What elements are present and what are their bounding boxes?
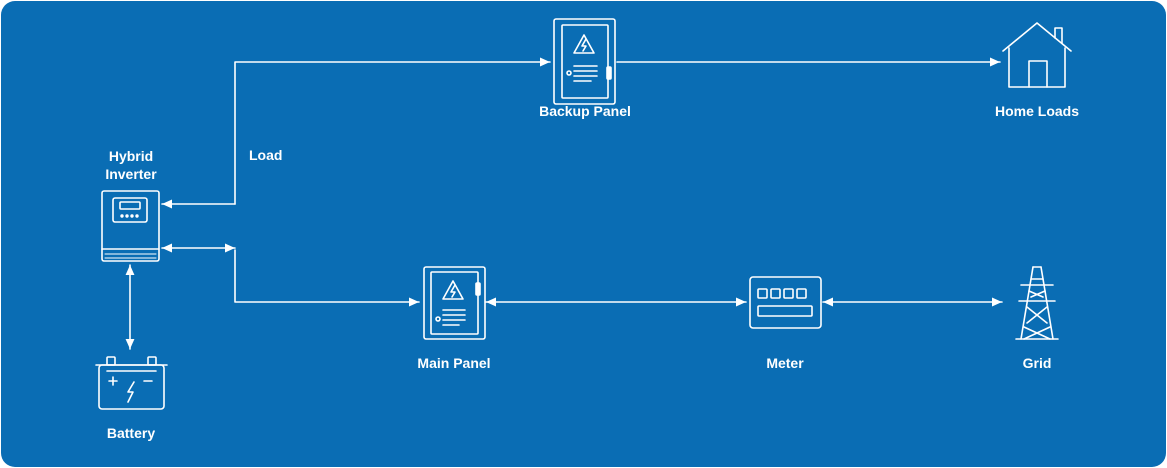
inverter-label: Hybrid Inverter (105, 148, 157, 182)
home-loads-label: Home Loads (994, 103, 1079, 119)
electrical-panel-icon-main[interactable] (423, 266, 486, 340)
main-panel-label: Main Panel (417, 355, 491, 371)
load-edge-label: Load (249, 147, 283, 163)
battery-label: Battery (106, 425, 156, 441)
backup-panel-label: Backup Panel (539, 103, 631, 119)
house-icon[interactable] (1002, 22, 1072, 88)
meter-label: Meter (766, 355, 804, 371)
battery-icon[interactable] (95, 356, 168, 410)
inverter-icon[interactable] (101, 190, 160, 262)
grid-label: Grid (1022, 355, 1052, 371)
meter-icon[interactable] (749, 276, 822, 329)
electrical-panel-icon-backup[interactable] (553, 18, 616, 105)
transmission-tower-icon[interactable] (1015, 266, 1059, 340)
edge-inverter-backup-panel (234, 57, 551, 205)
edge-junction-main-panel (234, 249, 420, 307)
